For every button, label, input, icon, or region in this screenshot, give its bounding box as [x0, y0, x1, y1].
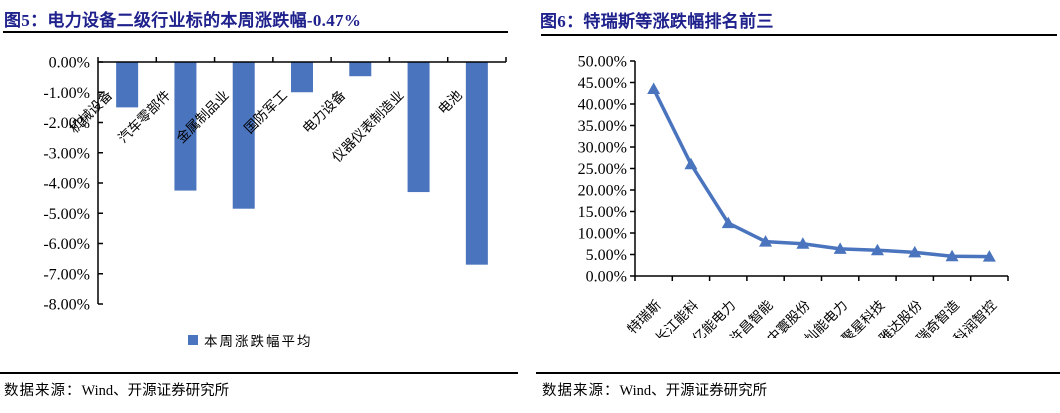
figure5-source-divider	[0, 372, 518, 374]
svg-text:-3.00%: -3.00%	[43, 145, 90, 162]
source-prefix: 数据来源：	[4, 383, 82, 399]
svg-text:40.00%: 40.00%	[578, 97, 627, 114]
svg-text:-7.00%: -7.00%	[43, 266, 90, 283]
svg-text:5.00%: 5.00%	[586, 247, 627, 264]
figure5-panel: 图5：电力设备二级行业标的本周涨跌幅-0.47% 0.00% -1.00% -2.0…	[0, 6, 518, 400]
svg-text:30.00%: 30.00%	[578, 140, 627, 157]
source-prefix: 数据来源：	[542, 383, 620, 399]
figure5-title-text: 电力设备二级行业标的本周涨跌幅-0.47%	[47, 11, 362, 30]
svg-text:科润智控: 科润智控	[951, 297, 1000, 338]
figure6-title-text: 特瑞斯等涨跌幅排名前三	[583, 12, 774, 31]
figure6-panel: 图6：特瑞斯等涨跌幅排名前三 50.00% 45.00% 40.00% 35.00% 3…	[530, 0, 1060, 413]
figure5-legend: 本周涨跌幅平均	[188, 330, 313, 350]
svg-text:-4.00%: -4.00%	[43, 176, 90, 193]
weekly-change-bar-chart: 0.00% -1.00% -2.00% -3.00% -4.00% -5.00% -6.00…	[43, 55, 507, 314]
figure6-source-divider	[536, 372, 1060, 374]
figure5-label: 图5：	[4, 11, 48, 30]
svg-text:10.00%: 10.00%	[578, 226, 627, 243]
svg-text:0.00%: 0.00%	[49, 55, 90, 72]
figure6-label: 图6：	[540, 12, 584, 31]
svg-text:15.00%: 15.00%	[578, 204, 627, 221]
source-text: Wind、开源证券研究所	[619, 383, 768, 399]
svg-text:电力设备: 电力设备	[299, 86, 349, 136]
svg-text:20.00%: 20.00%	[578, 183, 627, 200]
source-text: Wind、开源证券研究所	[81, 383, 230, 399]
figure6-title-underline	[541, 34, 1057, 36]
figure5-title-underline	[3, 31, 508, 33]
svg-text:-6.00%: -6.00%	[43, 236, 90, 253]
svg-text:-1.00%: -1.00%	[43, 85, 90, 102]
figure6-data-source: 数据来源：Wind、开源证券研究所	[542, 379, 767, 400]
svg-text:-8.00%: -8.00%	[43, 297, 90, 314]
top-gainers-line-chart: 50.00% 45.00% 40.00% 35.00% 30.00% 25.00% 20.0…	[578, 54, 1009, 338]
svg-text:-5.00%: -5.00%	[43, 206, 90, 223]
svg-text:35.00%: 35.00%	[578, 118, 627, 135]
svg-text:-2.00%: -2.00%	[43, 115, 90, 132]
legend-label: 本周涨跌幅平均	[204, 334, 313, 349]
figure5-title: 图5：电力设备二级行业标的本周涨跌幅-0.47%	[4, 6, 361, 31]
figure5-data-source: 数据来源：Wind、开源证券研究所	[4, 379, 229, 400]
figure6-title: 图6：特瑞斯等涨跌幅排名前三	[540, 7, 774, 32]
legend-color-swatch	[188, 335, 198, 345]
svg-text:0.00%: 0.00%	[586, 269, 627, 286]
svg-text:50.00%: 50.00%	[578, 54, 627, 71]
svg-text:电池: 电池	[435, 88, 465, 118]
svg-text:45.00%: 45.00%	[578, 75, 627, 92]
svg-text:25.00%: 25.00%	[578, 161, 627, 178]
